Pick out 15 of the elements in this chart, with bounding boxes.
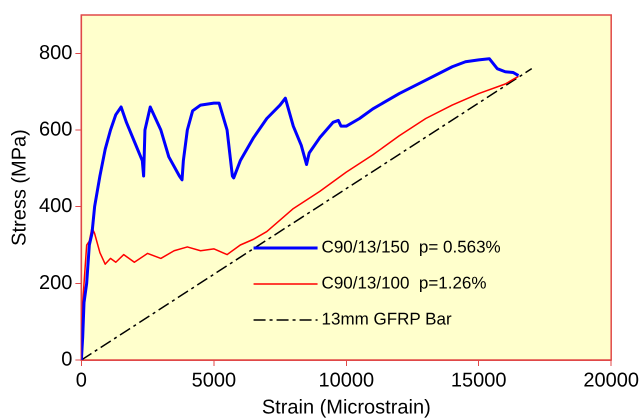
x-tick-label: 15000: [450, 370, 507, 392]
x-tick-label: 5000: [192, 370, 236, 392]
y-tick-label: 800: [38, 42, 72, 64]
x-axis-title: Strain (Microstrain): [262, 396, 431, 419]
y-tick-label: 200: [38, 272, 72, 294]
x-tick-label: 20000: [583, 370, 640, 392]
y-tick-label: 0: [61, 348, 72, 371]
x-tick-label: 10000: [318, 370, 374, 392]
y-axis-title: Stress (MPa): [8, 129, 31, 246]
y-tick-label: 600: [38, 118, 72, 141]
legend-label: C90/13/150 p= 0.563%: [322, 238, 501, 257]
x-tick-label: 0: [76, 370, 87, 392]
legend-label: C90/13/100 p=1.26%: [322, 274, 486, 293]
legend-label: 13mm GFRP Bar: [322, 310, 452, 329]
y-tick-label: 400: [38, 195, 72, 218]
